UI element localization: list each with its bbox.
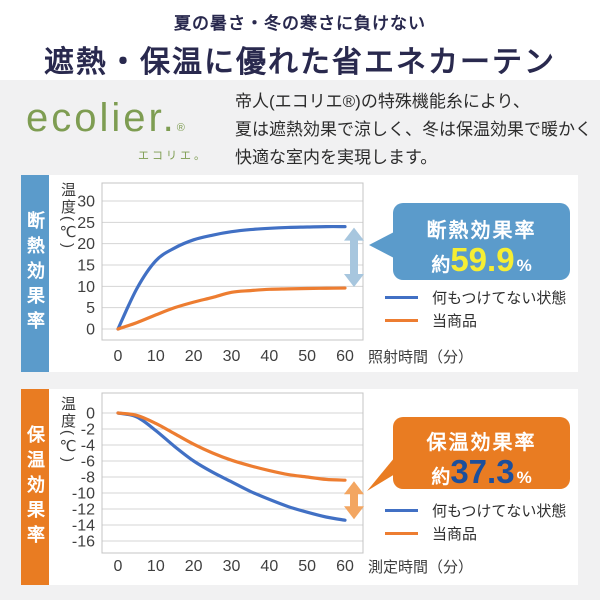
- svg-text:40: 40: [260, 558, 278, 575]
- insulation-rate-callout: 断熱効果率 約 59.9 %: [369, 203, 570, 280]
- svg-text:-16: -16: [72, 534, 95, 551]
- svg-text:0: 0: [86, 322, 95, 339]
- svg-text:-14: -14: [72, 518, 95, 535]
- svg-text:-12: -12: [72, 502, 95, 519]
- svg-text:30: 30: [223, 558, 241, 575]
- legend-item: 当商品: [385, 524, 566, 543]
- ecolier-logo: ecolier.® エコリエ。: [26, 96, 212, 163]
- intro-section: ecolier.® エコリエ。 帝人(エコリエ®)の特殊機能糸により、 夏は遮熱…: [0, 80, 600, 175]
- callout-value-line: 約 59.9 %: [393, 241, 570, 279]
- legend-line-swatch: [385, 318, 418, 322]
- svg-text:0: 0: [114, 558, 123, 575]
- logo-registered-mark: ®: [176, 122, 185, 134]
- callout-title: 断熱効果率: [426, 220, 537, 242]
- svg-text:30: 30: [223, 348, 241, 365]
- svg-text:30: 30: [77, 194, 95, 211]
- y-axis-label: 温度(℃): [59, 396, 76, 464]
- legend-label: 当商品: [432, 525, 478, 543]
- page-title: 遮熱・保温に優れた省エネカーテン: [44, 46, 556, 79]
- callout-title: 保温効果率: [426, 432, 537, 454]
- heat-retention-chart-card: 保温効果率 0 -2 -4 -6 -8 -10 -12 -14 -16 0 10 20 30 40 50 60…: [21, 389, 578, 585]
- svg-text:40: 40: [260, 348, 278, 365]
- x-axis-label: 照射時間（分）: [368, 349, 474, 366]
- svg-text:10: 10: [147, 348, 165, 365]
- svg-text:10: 10: [147, 558, 165, 575]
- svg-text:0: 0: [86, 406, 95, 423]
- chart-legend: 何もつけてない状態 当商品: [385, 288, 567, 330]
- svg-text:0: 0: [114, 348, 123, 365]
- svg-text:-4: -4: [81, 438, 95, 455]
- svg-text:20: 20: [185, 558, 203, 575]
- y-axis-label: 温度(℃): [59, 182, 76, 250]
- legend-label: 当商品: [432, 312, 478, 330]
- legend-line-swatch: [385, 508, 418, 512]
- ecolier-logo-text: ecolier.®: [26, 96, 212, 150]
- callout-prefix: 約: [431, 255, 451, 276]
- svg-text:-2: -2: [81, 422, 95, 439]
- callout-prefix: 約: [431, 467, 451, 488]
- insulation-chart-card: 断熱効果率 30 25 20 15 10 5 0 0 10 20 30 40 50 60 温度(℃) 照射…: [21, 175, 578, 372]
- logo-period: .: [162, 96, 177, 140]
- svg-text:5: 5: [86, 300, 95, 317]
- svg-text:10: 10: [77, 279, 95, 296]
- section-label-insulation: 断熱効果率: [21, 175, 49, 372]
- legend-label: 何もつけてない状態: [432, 502, 567, 520]
- callout-value: 59.9: [450, 241, 515, 278]
- svg-text:-10: -10: [72, 486, 95, 503]
- legend-label: 何もつけてない状態: [432, 289, 567, 307]
- header-subtitle: 夏の暑さ・冬の寒さに負けない: [174, 14, 426, 33]
- legend-line-swatch: [385, 295, 418, 299]
- intro-description-line: 帝人(エコリエ®)の特殊機能糸により、: [235, 92, 530, 111]
- legend-item: 当商品: [385, 311, 566, 330]
- x-axis-label: 測定時間（分）: [368, 559, 474, 576]
- chart-legend: 何もつけてない状態 当商品: [385, 501, 567, 543]
- svg-text:60: 60: [336, 558, 354, 575]
- heat-retention-line-chart: 0-2-4-6-8-10-12-14-160 10 20 30 40 50 60: [72, 392, 364, 575]
- svg-text:-6: -6: [81, 454, 95, 471]
- svg-text:15: 15: [77, 258, 95, 275]
- callout-value-line: 約 37.3 %: [393, 453, 570, 491]
- logo-wordmark: ecolier: [26, 96, 163, 140]
- svg-text:-8: -8: [81, 470, 95, 487]
- svg-text:60: 60: [336, 348, 354, 365]
- section-label-heat-retention: 保温効果率: [21, 389, 49, 585]
- legend-line-swatch: [385, 531, 418, 535]
- intro-description-line: 快適な室内を実現します。: [235, 148, 438, 167]
- legend-item: 何もつけてない状態: [385, 501, 567, 520]
- legend-item: 何もつけてない状態: [385, 288, 567, 307]
- logo-furigana: エコリエ。: [138, 150, 208, 162]
- callout-value: 37.3: [450, 453, 515, 490]
- intro-description: 帝人(エコリエ®)の特殊機能糸により、 夏は遮熱効果で涼しく、冬は保温効果で暖か…: [235, 88, 592, 172]
- callout-unit: %: [516, 256, 532, 275]
- svg-text:50: 50: [298, 558, 316, 575]
- heat-retention-rate-callout: 保温効果率 約 37.3 %: [367, 417, 570, 491]
- intro-description-line: 夏は遮熱効果で涼しく、冬は保温効果で暖かく: [235, 120, 592, 139]
- svg-text:20: 20: [185, 348, 203, 365]
- svg-text:50: 50: [298, 348, 316, 365]
- svg-text:25: 25: [77, 215, 95, 232]
- svg-text:20: 20: [77, 236, 95, 253]
- header: 夏の暑さ・冬の寒さに負けない 遮熱・保温に優れた省エネカーテン: [0, 0, 600, 80]
- callout-unit: %: [516, 468, 532, 487]
